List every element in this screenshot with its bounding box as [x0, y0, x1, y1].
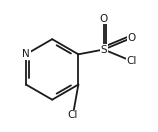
Text: O: O — [128, 33, 136, 43]
Text: O: O — [100, 14, 108, 24]
Text: S: S — [100, 44, 107, 55]
Text: N: N — [22, 49, 30, 59]
Text: Cl: Cl — [127, 56, 137, 66]
Text: Cl: Cl — [68, 110, 78, 121]
